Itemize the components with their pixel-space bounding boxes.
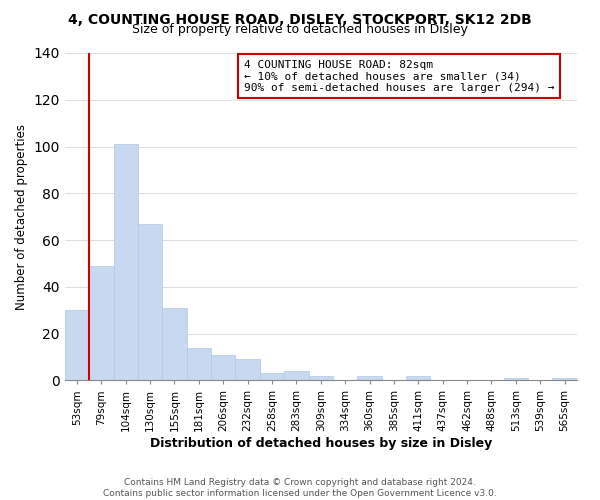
Bar [503,378,528,380]
Text: Size of property relative to detached houses in Disley: Size of property relative to detached ho… [132,22,468,36]
Bar [553,378,577,380]
Bar [406,376,430,380]
Bar [187,348,211,380]
Bar [308,376,333,380]
Bar [358,376,382,380]
Bar [89,266,113,380]
Bar [235,360,260,380]
Text: Contains HM Land Registry data © Crown copyright and database right 2024.
Contai: Contains HM Land Registry data © Crown c… [103,478,497,498]
Y-axis label: Number of detached properties: Number of detached properties [15,124,28,310]
Bar [138,224,163,380]
X-axis label: Distribution of detached houses by size in Disley: Distribution of detached houses by size … [149,437,492,450]
Bar [65,310,89,380]
Bar [284,371,308,380]
Text: 4, COUNTING HOUSE ROAD, DISLEY, STOCKPORT, SK12 2DB: 4, COUNTING HOUSE ROAD, DISLEY, STOCKPOR… [68,12,532,26]
Bar [260,374,284,380]
Bar [211,354,235,380]
Text: 4 COUNTING HOUSE ROAD: 82sqm
← 10% of detached houses are smaller (34)
90% of se: 4 COUNTING HOUSE ROAD: 82sqm ← 10% of de… [244,60,554,92]
Bar [113,144,138,380]
Bar [163,308,187,380]
